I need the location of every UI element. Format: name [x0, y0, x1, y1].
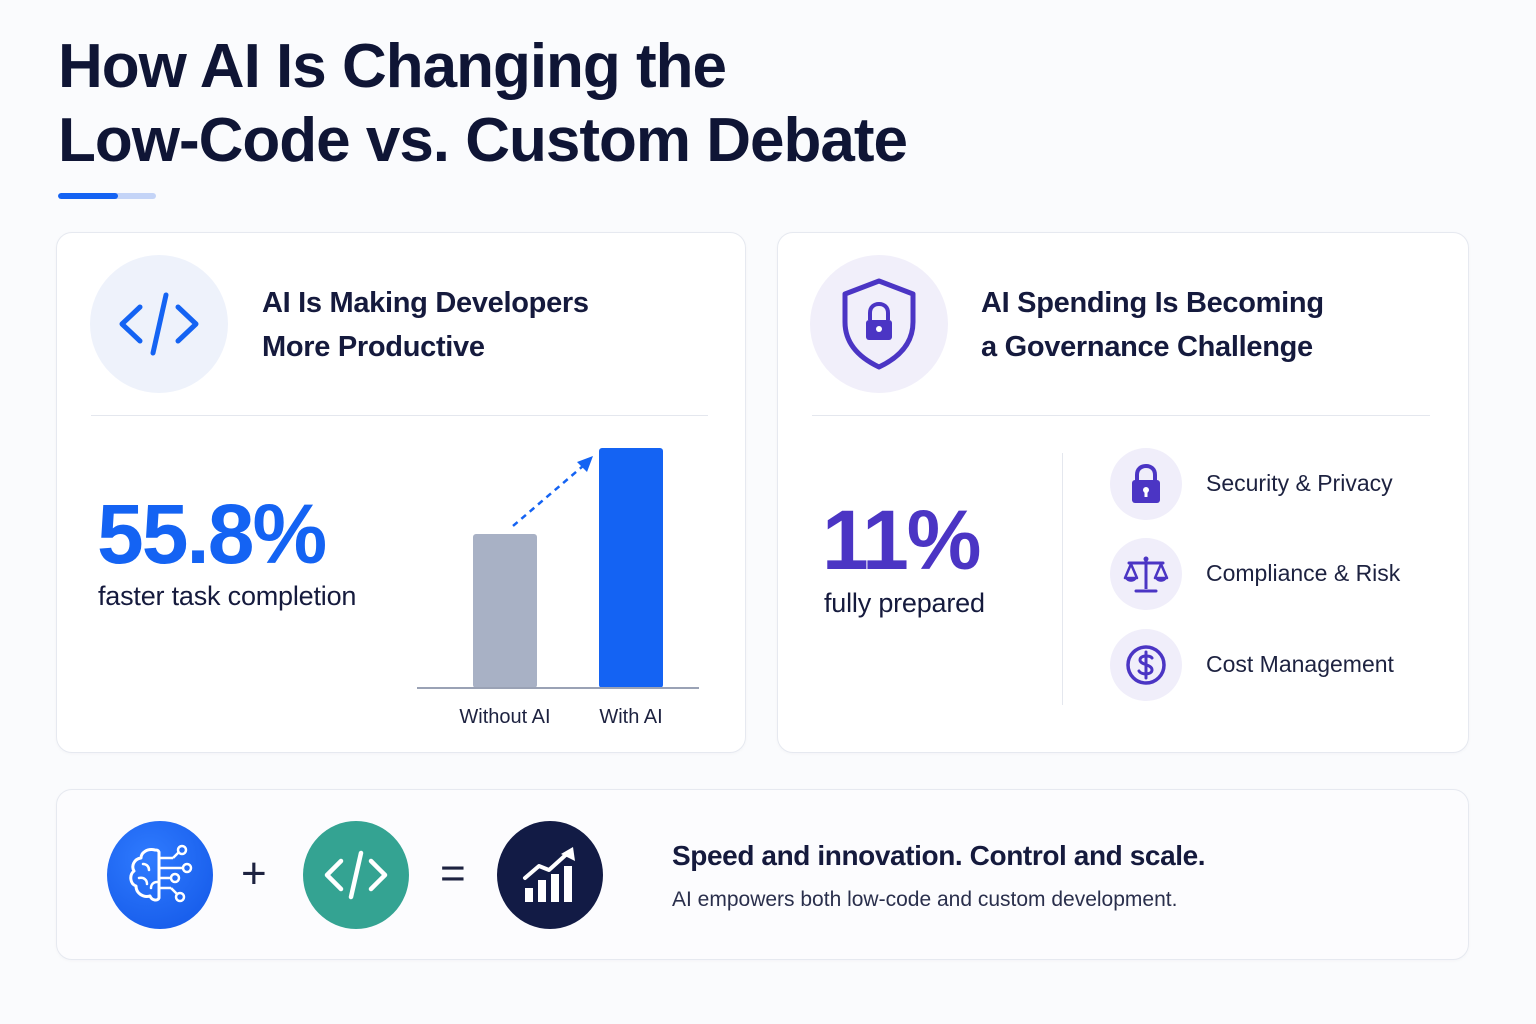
scales-icon	[1110, 538, 1182, 610]
page-title-line-2: Low-Code vs. Custom Debate	[58, 106, 908, 175]
productivity-heading-line-1: AI Is Making Developers	[262, 287, 589, 319]
productivity-caption: faster task completion	[98, 581, 357, 611]
governance-item-compliance: Compliance & Risk	[1110, 538, 1440, 612]
governance-item-label: Cost Management	[1206, 651, 1394, 677]
page-title-line-1: How AI Is Changing the	[58, 32, 727, 101]
bar-without-ai	[473, 533, 537, 688]
growth-chart-icon	[497, 821, 603, 929]
productivity-divider	[91, 415, 708, 416]
code-brackets-icon	[90, 255, 228, 393]
governance-stat: 11%	[822, 493, 981, 587]
shield-lock-icon	[810, 255, 948, 393]
governance-heading-line-1: AI Spending Is Becoming	[981, 287, 1324, 319]
dollar-icon	[1110, 629, 1182, 701]
trend-arrow-line	[512, 465, 584, 527]
category-label: With AI	[599, 706, 662, 728]
equals-operator: =	[440, 849, 466, 898]
productivity-heading-line-2: More Productive	[262, 331, 485, 363]
governance-divider	[812, 415, 1430, 416]
governance-item-label: Security & Privacy	[1206, 470, 1393, 496]
title-accent-bar	[58, 193, 156, 199]
bar-with-ai	[599, 448, 663, 688]
productivity-stat: 55.8%	[97, 487, 327, 581]
trend-arrow-head	[577, 456, 593, 472]
governance-heading-line-2: a Governance Challenge	[981, 331, 1313, 363]
plus-operator: +	[241, 849, 267, 898]
governance-item-security: Security & Privacy	[1110, 448, 1440, 522]
governance-caption: fully prepared	[824, 588, 985, 618]
page-title: How AI Is Changing the Low-Code vs. Cust…	[58, 30, 1058, 178]
summary-card: + = Speed and innovation. Control and sc…	[56, 789, 1469, 960]
summary-subline: AI empowers both low-code and custom dev…	[672, 888, 1178, 911]
summary-tagline: Speed and innovation. Control and scale.	[672, 840, 1206, 871]
category-label: Without AI	[459, 706, 550, 728]
governance-item-cost: Cost Management	[1110, 629, 1440, 703]
productivity-card: AI Is Making Developers More Productive …	[56, 232, 746, 753]
governance-card: AI Spending Is Becoming a Governance Cha…	[777, 232, 1469, 753]
governance-heading: AI Spending Is Becoming a Governance Cha…	[981, 281, 1441, 369]
productivity-bar-chart: Without AI With AI	[417, 448, 699, 728]
ai-brain-icon	[107, 821, 213, 929]
governance-item-label: Compliance & Risk	[1206, 560, 1401, 586]
code-brackets-icon	[303, 821, 409, 929]
lock-icon	[1110, 448, 1182, 520]
productivity-heading: AI Is Making Developers More Productive	[262, 281, 702, 369]
governance-vertical-divider	[1062, 453, 1063, 705]
